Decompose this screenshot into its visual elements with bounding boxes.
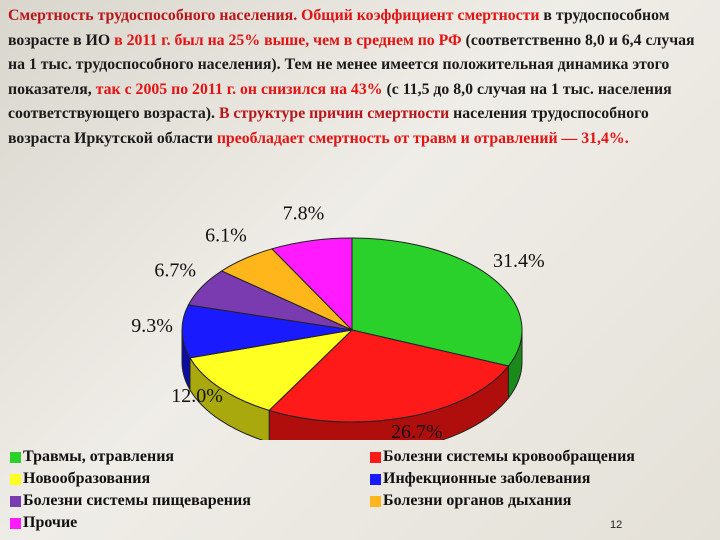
slice-label: 31.4% <box>493 250 545 272</box>
page-number: 12 <box>610 519 623 531</box>
legend-label: Болезни системы кровообращения <box>383 448 635 465</box>
legend-label: Новообразования <box>23 470 151 487</box>
text-segment: преобладает смертность от травм и отравл… <box>216 129 629 147</box>
text-segment: в трудоспособном возрасте в ИО <box>8 7 670 49</box>
legend-swatch <box>370 473 381 485</box>
pie-chart: 31.4% 26.7% 12.0% 9.3% 6.7% 6.1% 7.8% <box>131 202 545 440</box>
slide-paragraph: Смертность трудоспособного населения. Об… <box>8 4 712 152</box>
legend-swatch <box>10 495 21 507</box>
text-segment: в 2011 г. был на 25% выше, чем в среднем… <box>114 31 462 49</box>
pie-slice <box>271 237 353 332</box>
slice-label: 12.0% <box>171 385 223 407</box>
legend-left: Травмы, отравления Новообразования Болезни… <box>10 446 251 534</box>
slice-label: 7.8% <box>283 202 325 224</box>
legend-label: Болезни органов дыхания <box>383 492 572 509</box>
text-segment: так с 2005 по 2011 г. он снизился на 43% <box>95 80 383 98</box>
pie-slice <box>181 304 353 359</box>
legend-label: Травмы, отравления <box>23 448 175 465</box>
legend-label: Прочие <box>23 514 78 531</box>
text-segment: (соответственно 8,0 и 6,4 случая на 1 ты… <box>8 31 695 98</box>
pie-slice <box>351 237 523 367</box>
legend-swatch <box>10 451 21 463</box>
legend-item: Болезни системы пищеварения <box>10 490 251 512</box>
legend-label: Инфекционные заболевания <box>383 470 591 487</box>
slice-label: 6.1% <box>205 224 247 246</box>
legend-item: Новообразования <box>10 468 251 490</box>
legend-swatch <box>370 495 381 507</box>
text-segment: В структуре причин смертности <box>218 105 450 123</box>
pie-slice <box>189 329 354 411</box>
legend-item: Травмы, отравления <box>10 446 251 468</box>
legend-item: Инфекционные заболевания <box>370 468 635 490</box>
text-segment: Смертность трудоспособного населения. <box>8 7 302 24</box>
legend-swatch <box>10 473 21 485</box>
legend-swatch <box>10 517 21 529</box>
legend-item: Прочие <box>10 512 251 534</box>
legend-label: Болезни системы пищеварения <box>23 492 251 509</box>
slice-label: 9.3% <box>131 315 173 337</box>
text-segment: (с 11,5 до 8,0 случая на 1 тыс. населени… <box>8 80 672 123</box>
text-segment: Общий коэффициент смертности <box>301 7 540 24</box>
legend-right: Болезни системы кровообращения Инфекционн… <box>370 446 635 512</box>
legend-swatch <box>370 451 381 463</box>
legend-item: Болезни системы кровообращения <box>370 446 635 468</box>
text-segment: населения трудоспособного возраста Иркут… <box>8 105 649 147</box>
slice-label: 6.7% <box>154 260 196 282</box>
slice-label: 26.7% <box>391 421 443 440</box>
legend-item: Болезни органов дыхания <box>370 490 635 512</box>
